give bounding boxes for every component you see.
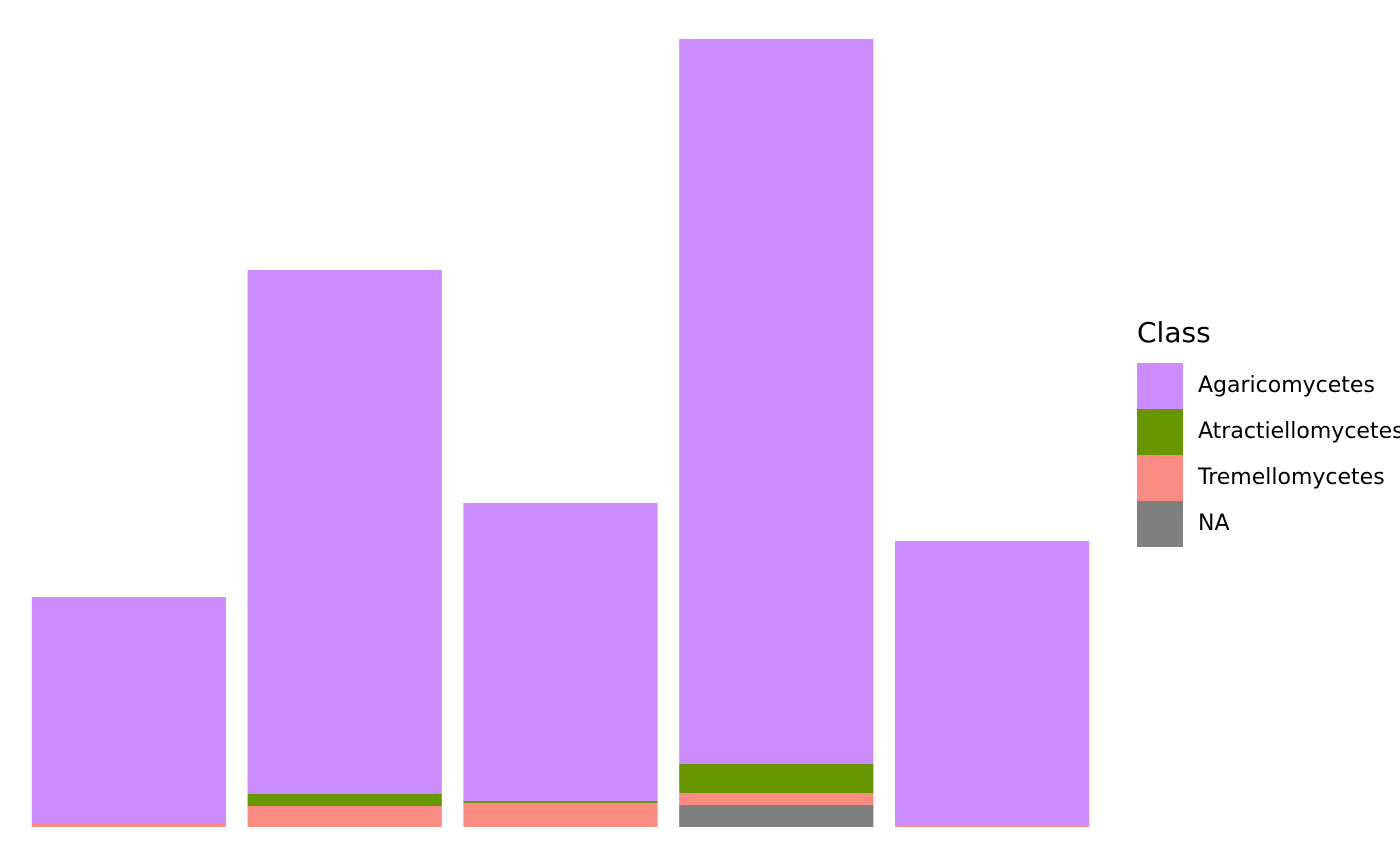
legend-key <box>1137 363 1183 409</box>
bar-segment <box>463 803 658 827</box>
bar-segment <box>679 764 874 793</box>
bar-segment <box>463 801 658 803</box>
bar-segment <box>31 823 227 827</box>
legend-label: Tremellomycetes <box>1197 465 1385 490</box>
legend-label: NA <box>1198 511 1230 536</box>
bar-segment <box>463 503 658 801</box>
legend-label: Agaricomycetes <box>1198 373 1375 398</box>
legend-label: Atractiellomycetes <box>1198 419 1400 444</box>
bar-segment <box>247 794 442 806</box>
bar-segment <box>247 270 442 794</box>
bar-segment <box>247 806 442 827</box>
bar-segment <box>894 826 1090 827</box>
bar-segment <box>679 39 874 764</box>
legend-key <box>1137 455 1183 501</box>
bar-segment <box>894 541 1090 826</box>
bar-segment <box>679 805 874 827</box>
bar-segment <box>31 597 227 823</box>
legend-title: Class <box>1137 316 1211 349</box>
legend-key <box>1137 409 1183 455</box>
legend-key <box>1137 501 1183 547</box>
bar-segment <box>679 793 874 805</box>
